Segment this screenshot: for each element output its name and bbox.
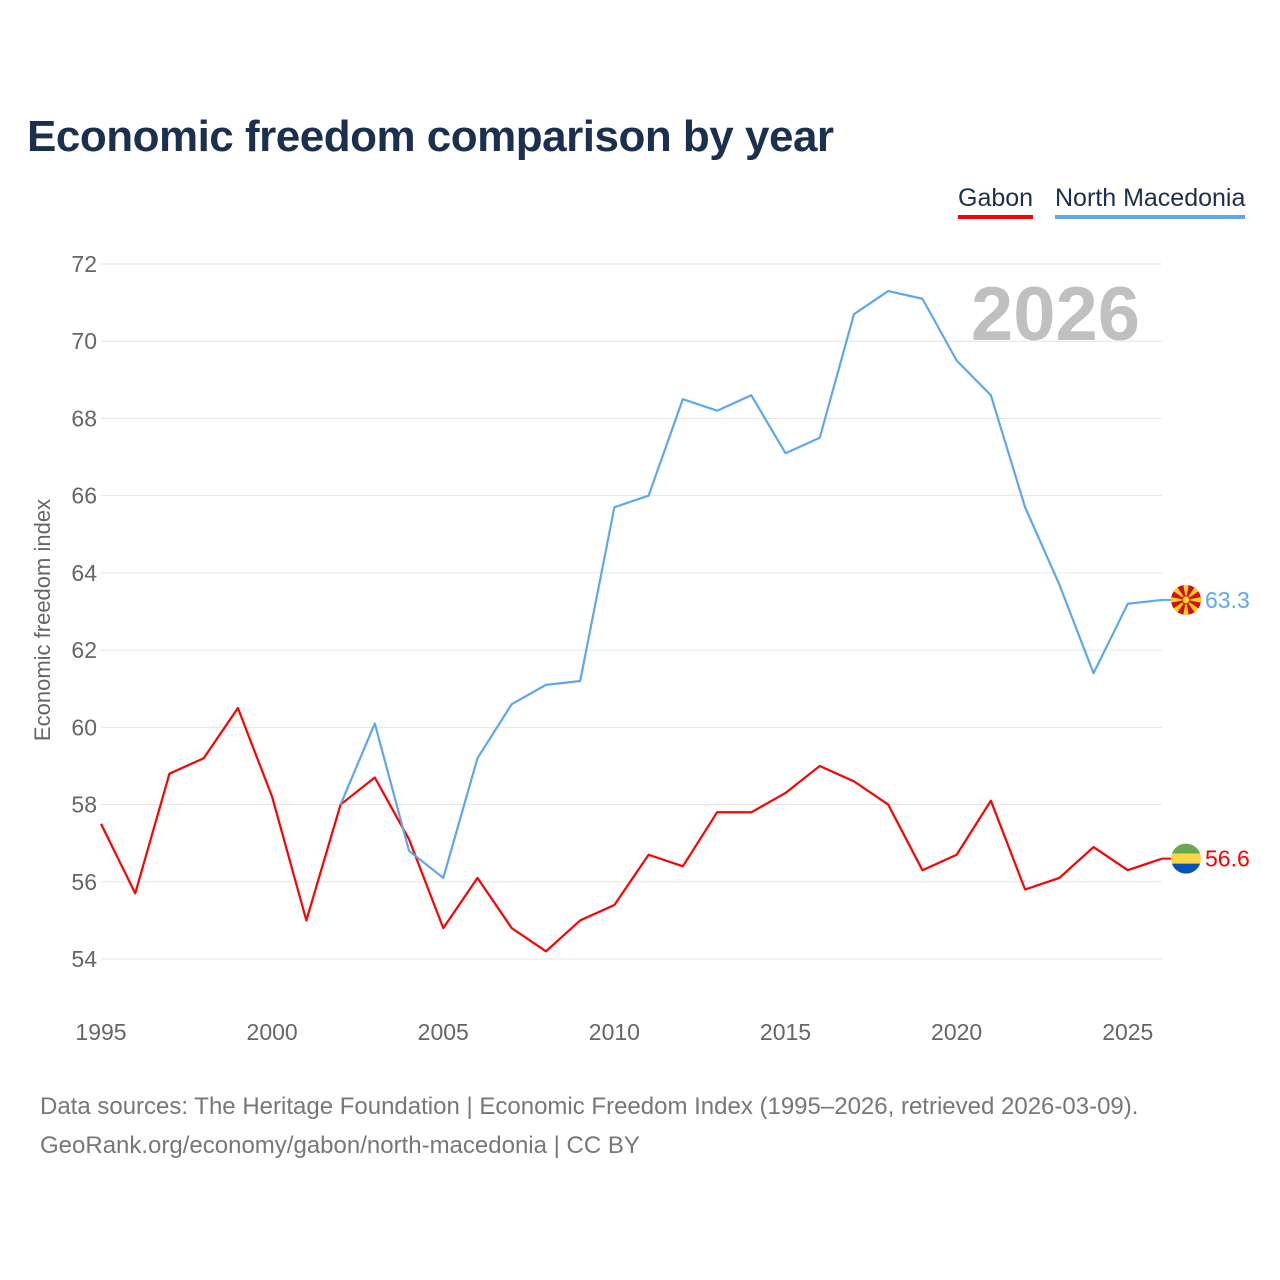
x-tick-label: 1995 <box>75 1019 126 1045</box>
y-tick-label: 54 <box>71 946 97 972</box>
y-tick-label: 66 <box>71 483 97 509</box>
north-macedonia-flag-icon <box>1171 584 1201 615</box>
x-tick-label: 2025 <box>1102 1019 1153 1045</box>
x-tick-label: 2015 <box>760 1019 811 1045</box>
legend-gabon[interactable]: Gabon <box>958 184 1034 219</box>
y-tick-label: 68 <box>71 405 97 431</box>
gabon-flag-icon <box>1171 843 1201 874</box>
y-tick-label: 60 <box>71 714 97 740</box>
legend-north-macedonia[interactable]: North Macedonia <box>1055 184 1246 219</box>
source-line-1: Data sources: The Heritage Foundation | … <box>40 1093 1139 1120</box>
x-tick-label: 2005 <box>418 1019 469 1045</box>
end-value-label: 56.6 <box>1205 846 1250 872</box>
end-value-label: 63.3 <box>1205 587 1250 613</box>
y-tick-label: 56 <box>71 869 97 895</box>
x-tick-label: 2020 <box>931 1019 982 1045</box>
y-axis-label: Economic freedom index <box>30 499 55 741</box>
chart-title: Economic freedom comparison by year <box>27 112 834 161</box>
source-line-2: GeoRank.org/economy/gabon/north-macedoni… <box>40 1132 640 1159</box>
x-tick-label: 2000 <box>247 1019 298 1045</box>
y-tick-label: 62 <box>71 637 97 663</box>
y-tick-label: 72 <box>71 251 97 277</box>
series-line-north-macedonia <box>339 289 1163 880</box>
year-watermark: 2026 <box>971 272 1140 357</box>
y-tick-label: 58 <box>71 792 97 818</box>
source-note: Data sources: The Heritage Foundation | … <box>40 1087 1138 1165</box>
y-tick-label: 70 <box>71 328 97 354</box>
y-tick-label: 64 <box>71 560 97 586</box>
x-tick-label: 2010 <box>589 1019 640 1045</box>
series-line-gabon <box>100 706 1163 953</box>
